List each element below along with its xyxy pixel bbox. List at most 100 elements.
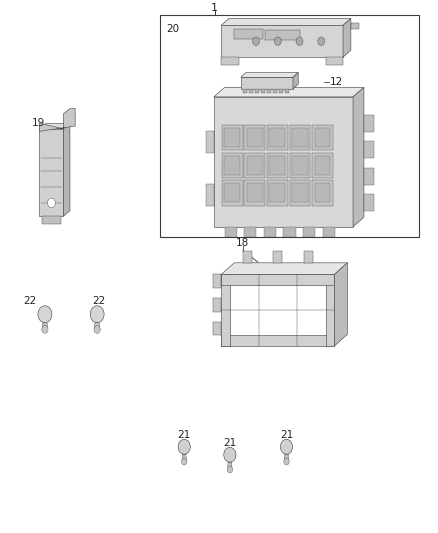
Polygon shape [243, 89, 247, 93]
Polygon shape [244, 125, 265, 150]
Polygon shape [334, 263, 347, 346]
Polygon shape [279, 89, 283, 93]
Polygon shape [224, 183, 240, 203]
Circle shape [181, 458, 187, 465]
Polygon shape [364, 115, 374, 132]
Polygon shape [94, 323, 100, 329]
Circle shape [318, 37, 325, 45]
Circle shape [42, 326, 48, 333]
Polygon shape [39, 109, 75, 131]
Polygon shape [267, 180, 288, 206]
Polygon shape [222, 125, 243, 150]
Polygon shape [221, 335, 334, 346]
Polygon shape [364, 168, 374, 185]
Polygon shape [249, 89, 254, 93]
Polygon shape [292, 156, 308, 175]
Polygon shape [234, 29, 262, 38]
Text: 12: 12 [330, 77, 343, 87]
Polygon shape [322, 227, 335, 237]
Polygon shape [247, 128, 262, 147]
Polygon shape [364, 195, 374, 212]
Polygon shape [325, 274, 334, 346]
Polygon shape [39, 128, 64, 216]
Text: 22: 22 [23, 296, 36, 306]
Polygon shape [247, 183, 262, 203]
Polygon shape [312, 152, 333, 178]
Polygon shape [221, 274, 334, 285]
Polygon shape [292, 128, 308, 147]
Polygon shape [222, 152, 243, 178]
Polygon shape [206, 184, 214, 206]
Circle shape [94, 326, 100, 333]
Polygon shape [312, 180, 333, 206]
Polygon shape [64, 124, 70, 216]
Polygon shape [353, 87, 364, 227]
Polygon shape [315, 183, 330, 203]
Polygon shape [285, 89, 290, 93]
Polygon shape [213, 274, 221, 288]
Polygon shape [224, 128, 240, 147]
Polygon shape [267, 89, 272, 93]
Bar [160, 15, 419, 237]
Polygon shape [283, 227, 296, 237]
Polygon shape [213, 322, 221, 335]
Polygon shape [290, 125, 311, 150]
Text: 19: 19 [32, 118, 45, 128]
Polygon shape [351, 23, 359, 29]
Polygon shape [39, 124, 70, 128]
Circle shape [253, 37, 259, 45]
Polygon shape [290, 180, 311, 206]
Polygon shape [304, 251, 313, 263]
Circle shape [296, 37, 303, 45]
Polygon shape [221, 274, 230, 346]
Circle shape [224, 447, 236, 462]
Polygon shape [222, 180, 243, 206]
Polygon shape [269, 183, 285, 203]
Polygon shape [244, 227, 256, 237]
Polygon shape [221, 26, 343, 57]
Circle shape [90, 306, 104, 323]
Polygon shape [267, 125, 288, 150]
Circle shape [38, 306, 52, 323]
Text: 18: 18 [237, 238, 250, 248]
Polygon shape [325, 57, 343, 65]
Circle shape [47, 198, 55, 208]
Polygon shape [224, 156, 240, 175]
Polygon shape [343, 19, 351, 57]
Polygon shape [221, 57, 239, 65]
Polygon shape [264, 227, 276, 237]
Polygon shape [265, 29, 300, 40]
Polygon shape [241, 77, 293, 89]
Polygon shape [255, 89, 259, 93]
Polygon shape [244, 152, 265, 178]
Polygon shape [315, 128, 330, 147]
Polygon shape [214, 87, 364, 97]
Polygon shape [225, 227, 237, 237]
Polygon shape [243, 251, 252, 263]
Polygon shape [247, 156, 262, 175]
Polygon shape [213, 298, 221, 312]
Polygon shape [273, 251, 282, 263]
Polygon shape [293, 72, 298, 89]
Circle shape [274, 37, 281, 45]
Polygon shape [269, 128, 285, 147]
Polygon shape [228, 462, 232, 470]
Text: 21: 21 [280, 430, 293, 440]
Polygon shape [267, 152, 288, 178]
Text: 1: 1 [211, 3, 218, 13]
Polygon shape [273, 89, 277, 93]
Polygon shape [244, 180, 265, 206]
Polygon shape [241, 72, 298, 77]
Polygon shape [290, 152, 311, 178]
Polygon shape [284, 454, 289, 462]
Polygon shape [312, 125, 333, 150]
Polygon shape [42, 216, 61, 224]
Polygon shape [303, 227, 315, 237]
Polygon shape [214, 97, 353, 227]
Polygon shape [182, 454, 186, 462]
Polygon shape [315, 156, 330, 175]
Polygon shape [292, 183, 308, 203]
Polygon shape [42, 323, 48, 329]
Text: 21: 21 [223, 438, 237, 448]
Text: 21: 21 [177, 430, 191, 440]
